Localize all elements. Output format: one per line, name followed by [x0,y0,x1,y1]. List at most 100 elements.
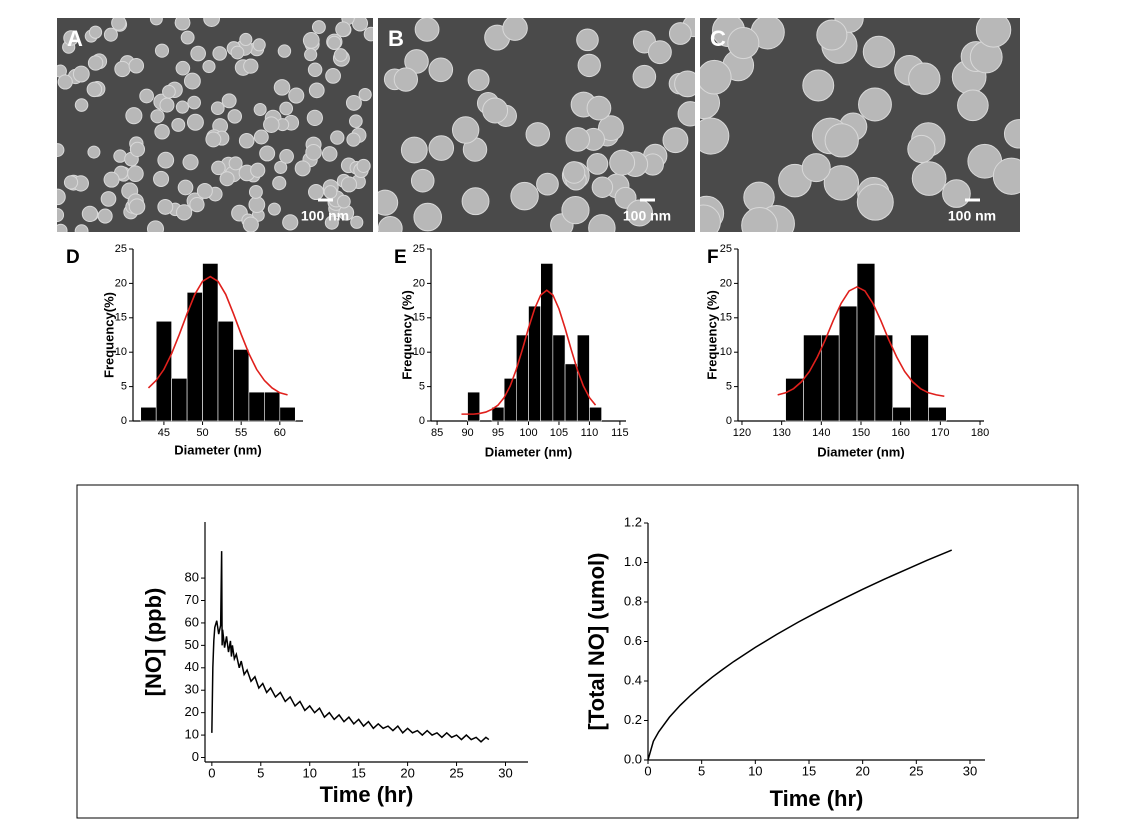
x-tick-label: 85 [431,427,443,439]
particle [221,93,237,109]
particle [279,149,294,164]
y-tick-label: 1.0 [624,554,642,569]
scale-bar-label: 100 nm [948,208,996,224]
y-tick-label: 0.4 [624,672,642,687]
particle [57,207,65,223]
particle [467,69,490,92]
particle [957,89,989,122]
particle [586,153,609,175]
particle [238,132,255,149]
y-axis-label: Frequency(%) [101,292,116,378]
x-tick-label: 115 [611,427,629,439]
y-tick-label: 30 [185,682,199,697]
x-tick-label: 15 [802,763,816,778]
panel-label: D [66,247,80,268]
particle [992,157,1020,195]
scale-bar-label: 100 nm [301,208,349,224]
x-tick-label: 0 [644,763,651,778]
particle [325,68,341,84]
particle [159,97,175,113]
bar [552,334,566,422]
particle [97,208,113,224]
particle [211,160,226,176]
particle [88,25,103,39]
x-tick-label: 10 [302,765,316,780]
x-tick-label: 20 [400,765,414,780]
data-line [647,549,953,761]
y-axis-label: [NO] (ppb) [141,588,166,697]
particle [823,165,860,201]
particle [277,44,292,58]
x-tick-label: 45 [158,427,170,439]
particle [510,181,539,211]
particle [279,101,294,116]
particle [190,45,206,62]
particle [321,146,338,162]
x-tick-label: 100 [519,427,537,439]
x-tick-label: 55 [235,427,247,439]
x-axis-label: Diameter (nm) [174,442,261,457]
x-tick-label: 30 [963,763,977,778]
particle [263,116,280,133]
particle [189,196,205,213]
particle [345,94,362,111]
particle [591,176,614,198]
x-axis-label: Time (hr) [320,782,414,807]
y-tick-label: 5 [121,381,127,393]
particle [327,35,342,50]
y-tick-label: 5 [726,381,732,393]
bar [856,263,876,422]
particle [1003,119,1020,149]
particle [356,158,371,173]
bar [248,391,265,422]
y-tick-label: 0 [121,415,127,427]
particle [609,149,636,176]
y-tick-label: 15 [413,312,425,324]
particles [378,18,695,232]
particle [393,67,419,92]
particle [162,84,176,99]
particle [562,161,586,184]
y-tick-label: 25 [413,243,425,255]
particle [203,18,220,28]
particle [228,156,243,171]
particle [856,183,894,221]
particle [824,123,859,158]
particle [176,204,193,221]
particle [219,171,235,187]
particle [267,202,281,216]
particle [180,30,195,45]
particle [177,179,194,196]
particle [908,62,941,95]
sem-image: C 100 nm [700,18,1020,232]
particle [346,132,361,147]
particle [451,116,480,144]
particle [202,59,216,74]
x-tick-label: 20 [855,763,869,778]
x-tick-label: 120 [733,427,751,439]
particle [72,65,90,83]
particle [577,53,601,78]
particle [250,162,266,178]
particle [242,216,259,232]
particle [311,20,326,35]
particle [57,223,68,232]
particle [306,109,323,127]
particle [128,198,146,215]
particle [586,95,612,121]
particle [378,189,399,216]
particle [727,27,760,60]
y-tick-label: 0 [419,415,425,427]
particle [175,60,191,76]
particle [139,88,154,104]
particle [862,35,896,68]
fit-curve [147,275,288,396]
particle [175,100,189,114]
data-line [211,551,490,743]
fit-curve [777,285,945,398]
particle [413,202,443,232]
particle [674,70,695,98]
particle [103,171,120,188]
plot-box [76,484,1079,819]
